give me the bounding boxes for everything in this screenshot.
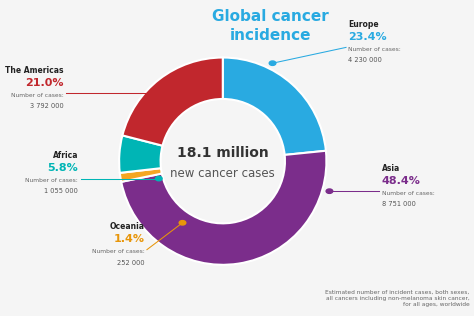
Text: 5.8%: 5.8% <box>47 163 78 173</box>
Text: Oceania: Oceania <box>109 222 145 231</box>
Text: 252 000: 252 000 <box>117 259 145 265</box>
Text: new cancer cases: new cancer cases <box>171 167 275 180</box>
Text: The Americas: The Americas <box>6 66 64 75</box>
Wedge shape <box>122 58 223 146</box>
Text: 23.4%: 23.4% <box>348 32 387 42</box>
Text: 3 792 000: 3 792 000 <box>30 103 64 109</box>
Text: Europe: Europe <box>348 20 379 29</box>
Text: Number of cases:: Number of cases: <box>382 191 434 196</box>
Text: 8 751 000: 8 751 000 <box>382 201 415 207</box>
Text: 21.0%: 21.0% <box>26 78 64 88</box>
Text: Number of cases:: Number of cases: <box>26 178 78 183</box>
Text: Estimated number of incident cases, both sexes,
all cancers including non-melano: Estimated number of incident cases, both… <box>325 290 469 307</box>
Text: Global cancer
incidence: Global cancer incidence <box>212 9 328 43</box>
Text: 1 055 000: 1 055 000 <box>45 188 78 194</box>
Text: Asia: Asia <box>382 164 400 173</box>
Wedge shape <box>223 58 326 155</box>
Text: Number of cases:: Number of cases: <box>11 93 64 98</box>
Wedge shape <box>119 135 163 173</box>
Text: 48.4%: 48.4% <box>382 176 420 185</box>
Text: Africa: Africa <box>53 151 78 160</box>
Text: Number of cases:: Number of cases: <box>92 249 145 254</box>
Text: 18.1 million: 18.1 million <box>177 146 269 160</box>
Wedge shape <box>120 168 162 182</box>
Wedge shape <box>121 151 327 265</box>
Text: 1.4%: 1.4% <box>114 234 145 244</box>
Text: Number of cases:: Number of cases: <box>348 47 401 52</box>
Text: 4 230 000: 4 230 000 <box>348 57 382 63</box>
